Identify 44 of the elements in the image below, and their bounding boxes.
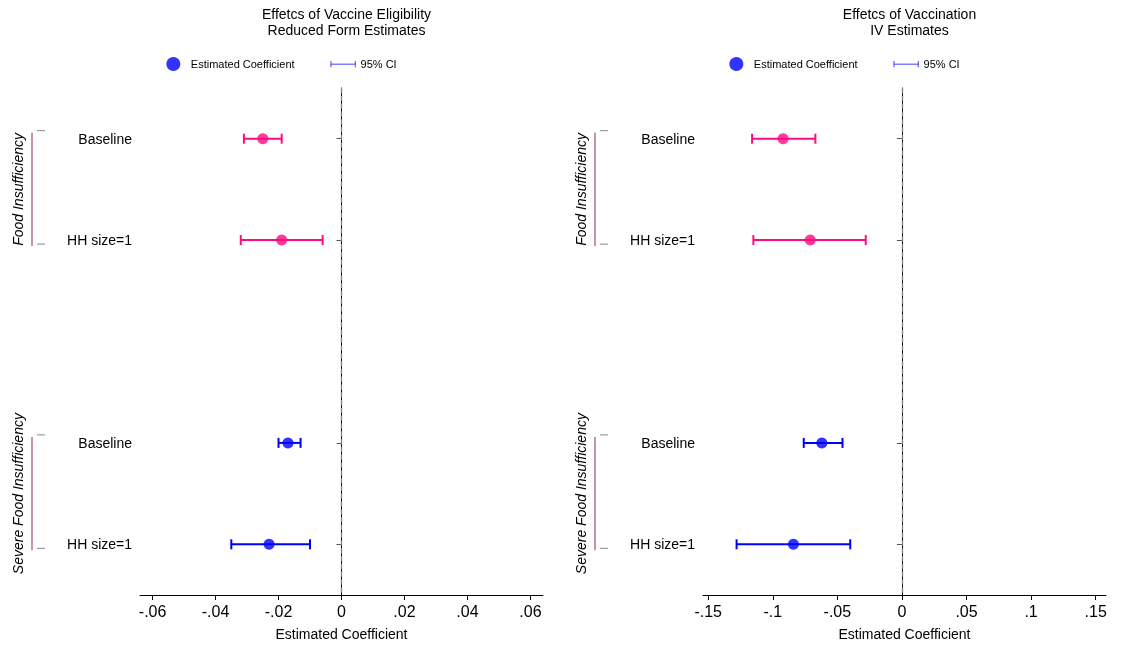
x-tick-label: -.04 xyxy=(201,602,230,620)
y-tick-label: Baseline xyxy=(78,130,133,147)
point xyxy=(804,234,816,246)
x-tick-label: .15 xyxy=(1084,602,1107,620)
x-tick-label: -.05 xyxy=(823,602,852,620)
point xyxy=(257,133,269,145)
chart-subtitle: Reduced Form Estimates xyxy=(267,22,426,38)
chart-subtitle: IV Estimates xyxy=(870,22,949,38)
x-tick-label: -.15 xyxy=(694,602,723,620)
point xyxy=(816,437,828,449)
x-axis-title: Estimated Coefficient xyxy=(838,626,971,642)
x-tick-label: .02 xyxy=(393,602,416,620)
point xyxy=(282,437,294,449)
legend-label: Estimated Coefficient xyxy=(190,58,295,70)
chart-title: Effetcs of Vaccine Eligibility xyxy=(261,6,432,22)
y-tick-label: HH size=1 xyxy=(630,536,696,553)
legend-label: Estimated Coefficient xyxy=(753,58,858,70)
x-tick-label: -.02 xyxy=(264,602,293,620)
x-tick-label: .05 xyxy=(955,602,978,620)
x-tick-label: -.06 xyxy=(138,602,167,620)
x-tick-label: .1 xyxy=(1024,602,1038,620)
x-tick-label: 0 xyxy=(337,602,347,620)
x-tick-label: .04 xyxy=(456,602,479,620)
y-tick-label: HH size=1 xyxy=(67,536,133,553)
x-tick-label: -.1 xyxy=(763,602,783,620)
x-tick-label: .06 xyxy=(519,602,542,620)
text: Severe Food Insufficiency xyxy=(10,412,26,575)
text: 95% CI xyxy=(923,58,960,70)
point xyxy=(777,133,789,145)
point xyxy=(276,234,288,246)
text: Severe Food Insufficiency xyxy=(573,412,589,575)
y-tick-label: Baseline xyxy=(641,130,696,147)
point xyxy=(787,538,799,550)
y-tick-label: HH size=1 xyxy=(630,232,696,249)
point xyxy=(263,538,275,550)
text: Food Insufficiency xyxy=(573,131,589,246)
text: 95% CI xyxy=(360,58,397,70)
x-axis-title: Estimated Coefficient xyxy=(275,626,408,642)
y-tick-label: Baseline xyxy=(78,434,133,451)
text: Food Insufficiency xyxy=(10,131,26,246)
x-tick-label: 0 xyxy=(897,602,907,620)
chart-title: Effetcs of Vaccination xyxy=(842,6,977,22)
y-tick-label: Baseline xyxy=(641,434,696,451)
y-tick-label: HH size=1 xyxy=(67,232,133,249)
